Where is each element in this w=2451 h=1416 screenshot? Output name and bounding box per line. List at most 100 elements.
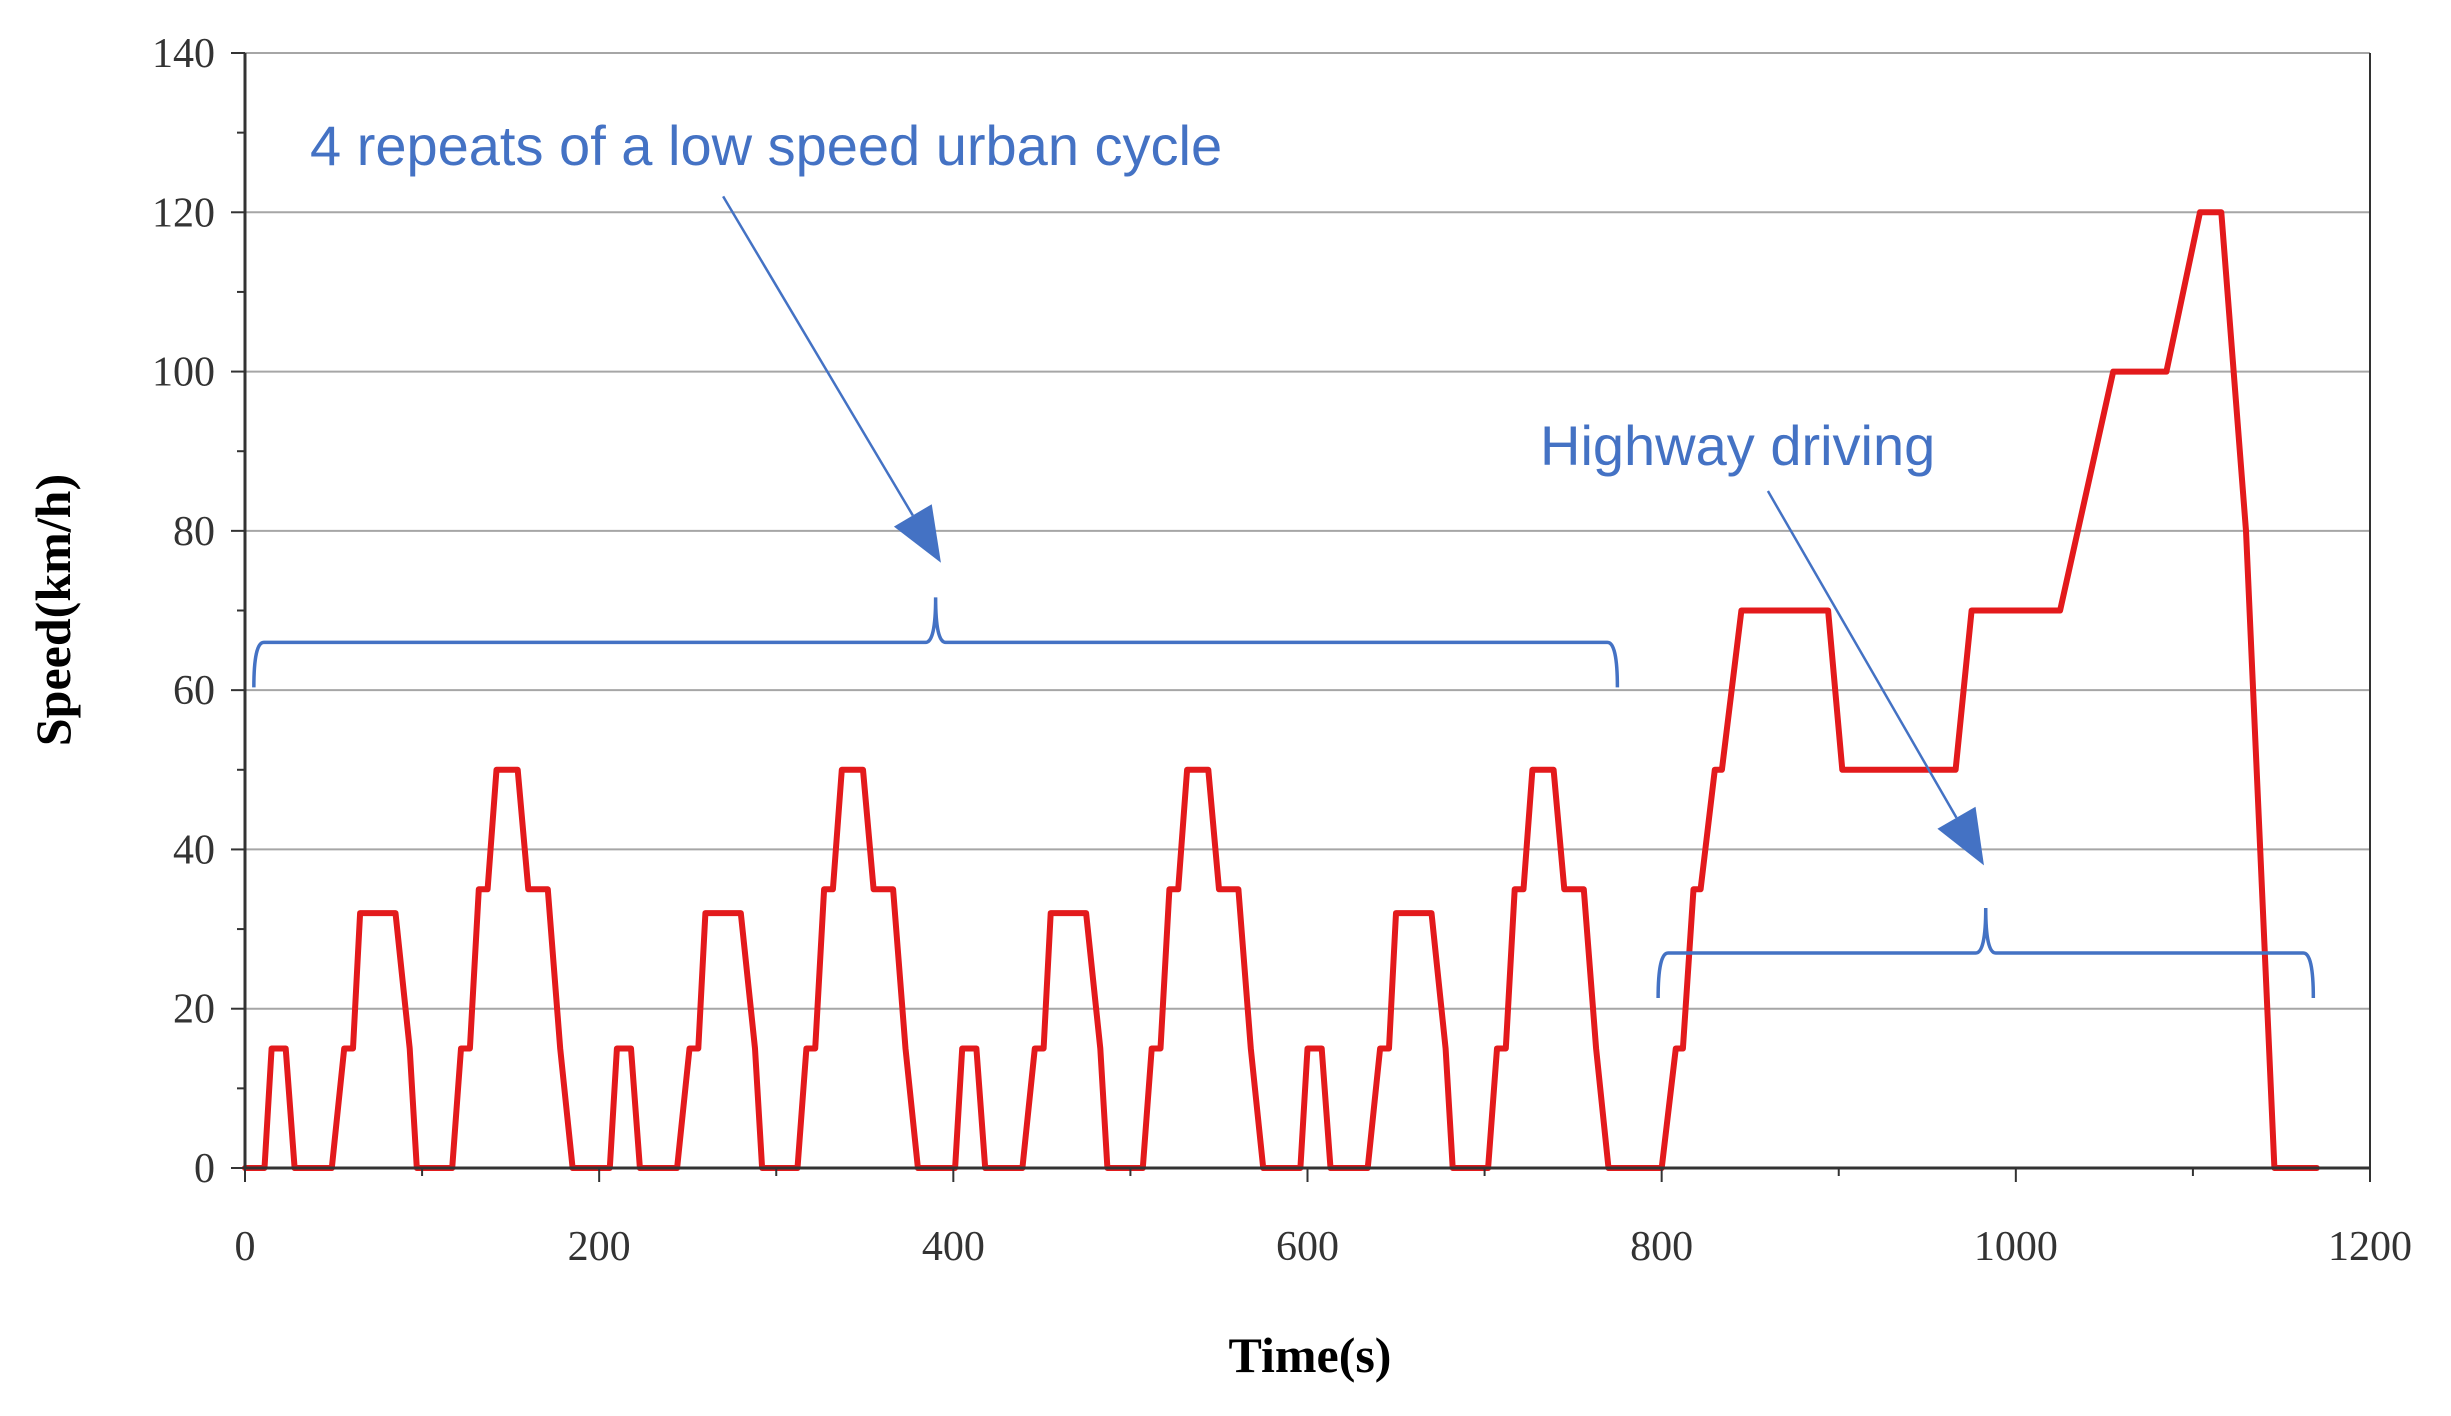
data-point-0-42 [890, 886, 896, 892]
data-point-0-37 [821, 886, 827, 892]
data-point-0-63 [1216, 886, 1222, 892]
data-point-0-41 [871, 886, 877, 892]
data-point-0-72 [1377, 1046, 1383, 1052]
x-tick-label-0: 0 [235, 1224, 256, 1270]
data-point-0-35 [803, 1046, 809, 1052]
data-point-0-15 [476, 886, 482, 892]
annotation-brace-1 [1656, 907, 2316, 998]
x-tick-label-1200: 1200 [2328, 1224, 2412, 1270]
y-tick-label-80: 80 [173, 509, 215, 555]
data-point-0-17 [493, 767, 499, 773]
data-point-0-28 [686, 1046, 692, 1052]
data-point-0-3 [283, 1046, 289, 1052]
axes [231, 52, 2371, 1182]
data-point-0-38 [830, 886, 836, 892]
data-point-0-74 [1393, 910, 1399, 916]
x-tick-label-200: 200 [568, 1224, 631, 1270]
data-point-0-86 [1581, 886, 1587, 892]
x-tick-label-1000: 1000 [1974, 1224, 2058, 1270]
data-point-0-104 [2197, 209, 2203, 215]
data-point-0-100 [1969, 608, 1975, 613]
data-point-0-61 [1184, 767, 1190, 773]
data-point-0-83 [1529, 767, 1535, 773]
data-point-0-91 [1680, 1046, 1686, 1052]
data-point-0-19 [525, 886, 531, 892]
data-point-0-87 [1593, 1046, 1599, 1052]
data-point-0-99 [1953, 767, 1959, 773]
x-tick-label-400: 400 [922, 1224, 985, 1270]
data-point-0-31 [738, 910, 744, 916]
data-point-0-85 [1561, 886, 1567, 892]
data-point-0-16 [485, 886, 491, 892]
data-point-0-69 [1319, 1046, 1325, 1052]
data-point-0-64 [1235, 886, 1241, 892]
data-point-0-7 [350, 1046, 356, 1052]
data-point-0-79 [1494, 1046, 1500, 1052]
data-point-0-68 [1305, 1046, 1310, 1052]
tick-labels: 0 20 40 60 80 100 120 140 0 200 400 600 800 1000 1200 [152, 31, 2412, 1270]
data-point-0-95 [1719, 767, 1725, 773]
x-axis-title: Time(s) [1229, 1327, 1392, 1383]
data-point-0-8 [357, 910, 363, 916]
y-tick-label-120: 120 [152, 190, 215, 236]
data-point-0-105 [2218, 209, 2224, 215]
data-point-0-20 [545, 886, 551, 892]
data-point-0-93 [1698, 886, 1704, 892]
data-point-0-98 [1839, 767, 1845, 773]
data-point-0-103 [2163, 369, 2169, 375]
data-point-0-50 [1032, 1046, 1038, 1052]
x-tick-label-800: 800 [1630, 1224, 1693, 1270]
data-point-0-54 [1097, 1046, 1103, 1052]
data-point-0-82 [1521, 886, 1527, 892]
data-point-0-40 [860, 767, 866, 773]
x-tick-label-600: 600 [1276, 1224, 1339, 1270]
data-point-0-39 [839, 767, 845, 773]
data-point-0-60 [1175, 886, 1181, 892]
data-point-0-94 [1712, 767, 1718, 773]
annotation-arrow-line-0 [722, 195, 914, 517]
data-point-0-30 [702, 910, 708, 916]
grid-lines [245, 52, 2370, 1010]
data-point-0-59 [1166, 886, 1172, 892]
data-point-0-32 [752, 1046, 758, 1052]
data-point-0-96 [1738, 608, 1744, 613]
annotation-arrow-head-0 [893, 504, 941, 563]
data-point-0-57 [1149, 1046, 1155, 1052]
data-point-0-18 [515, 767, 521, 773]
data-point-0-24 [614, 1046, 620, 1052]
data-point-0-62 [1205, 767, 1211, 773]
data-point-0-65 [1248, 1046, 1254, 1052]
y-axis-title: Speed(km/h) [25, 474, 81, 746]
annotation-arrow-head-1 [1937, 806, 1984, 866]
data-point-0-90 [1673, 1046, 1679, 1052]
data-point-0-102 [2110, 369, 2116, 375]
data-point-0-2 [269, 1046, 275, 1052]
data-point-0-101 [2057, 608, 2063, 613]
data-point-0-29 [695, 1046, 701, 1052]
annotation-urban-cycle-label: 4 repeats of a low speed urban cycle [310, 114, 1222, 177]
data-point-0-97 [1825, 608, 1831, 613]
data-point-0-92 [1691, 886, 1697, 892]
data-point-0-13 [458, 1046, 464, 1052]
data-point-0-6 [341, 1046, 347, 1052]
annotation-brace-0 [252, 597, 1620, 688]
annotation-arrow-line-1 [1766, 490, 1958, 819]
data-point-0-10 [407, 1046, 413, 1052]
data-point-0-52 [1048, 910, 1054, 916]
annotation-highway-label: Highway driving [1540, 414, 1935, 477]
data-point-0-43 [903, 1046, 909, 1052]
y-tick-label-0: 0 [194, 1146, 215, 1192]
data-point-0-75 [1428, 910, 1434, 916]
data-point-0-47 [973, 1046, 979, 1052]
y-tick-label-40: 40 [173, 827, 215, 873]
data-point-0-36 [812, 1046, 818, 1052]
data-point-0-53 [1083, 910, 1089, 916]
data-point-0-76 [1443, 1046, 1449, 1052]
y-tick-label-20: 20 [173, 987, 215, 1033]
data-point-0-81 [1512, 886, 1518, 892]
data-point-0-46 [959, 1046, 965, 1052]
data-point-0-25 [628, 1046, 634, 1052]
data-point-0-80 [1503, 1046, 1509, 1052]
data-point-0-84 [1551, 767, 1557, 773]
